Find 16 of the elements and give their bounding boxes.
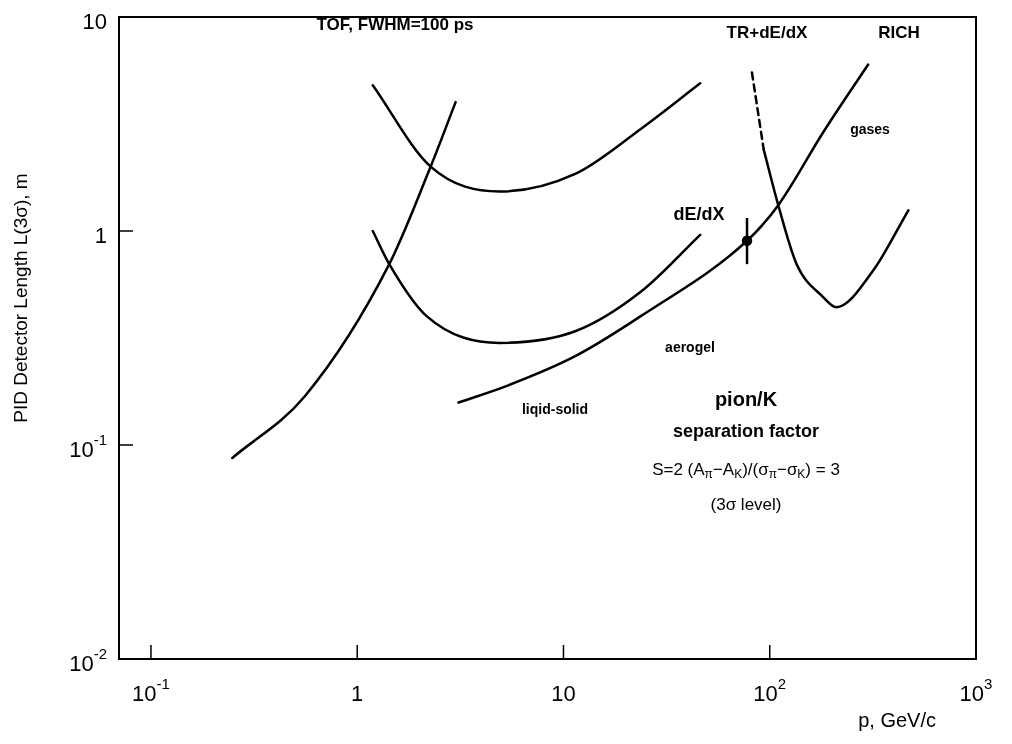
x-axis-title: p, GeV/c — [858, 708, 936, 731]
annotation: RICH — [878, 22, 920, 42]
annotation: liqid-solid — [521, 400, 589, 417]
annotation: dE/dX — [673, 203, 725, 224]
annotation: aerogel — [665, 338, 715, 355]
annotation: (3σ level) — [710, 494, 782, 514]
annotation: TOF, FWHM=100 ps — [316, 14, 474, 34]
y-axis-title: PID Detector Length L(3σ), m — [10, 173, 32, 423]
annotation: pion/K — [714, 387, 778, 410]
y-tick-label: 1 — [94, 223, 108, 249]
annotation: TR+dE/dX — [726, 22, 809, 42]
annotation: gases — [850, 120, 891, 137]
y-tick-label: 10 — [82, 9, 108, 35]
x-tick-label: 1 — [351, 681, 364, 707]
annotation: separation factor — [672, 420, 820, 441]
x-tick-label: 10 — [551, 681, 576, 707]
